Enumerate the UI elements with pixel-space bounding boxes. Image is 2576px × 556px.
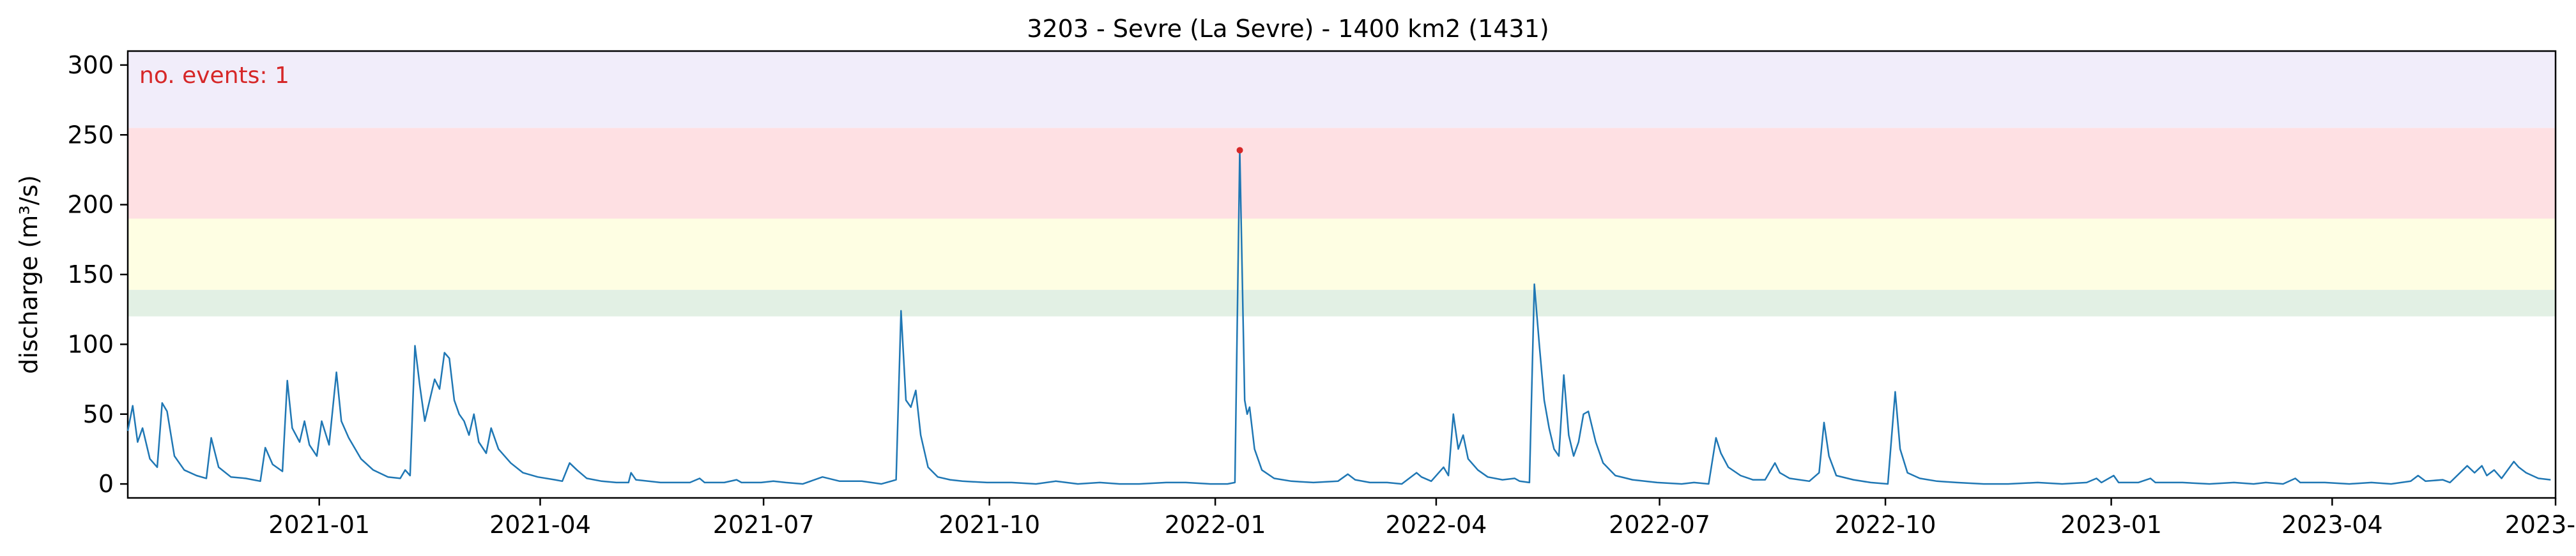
x-tick-label: 2023-01 — [2060, 511, 2162, 539]
events-annotation: no. events: 1 — [139, 63, 289, 89]
discharge-series-line — [126, 149, 2551, 485]
x-tick-label: 2022-04 — [1386, 511, 1487, 539]
y-axis: 0 50 100 150 200 250 300 — [67, 51, 128, 498]
x-tick-label: 2021-10 — [939, 511, 1040, 539]
x-tick-label: 2022-10 — [1835, 511, 1936, 539]
x-tick-label: 2022-07 — [1609, 511, 1710, 539]
x-tick-label: 2021-04 — [489, 511, 591, 539]
threshold-bands — [128, 51, 2556, 317]
event-markers — [1236, 147, 1243, 154]
y-tick-label: 300 — [67, 51, 114, 79]
chart-title: 3203 - Sevre (La Sevre) - 1400 km2 (1431… — [1027, 15, 1549, 43]
x-axis: 2021-01 2021-04 2021-07 2021-10 2022-01 2022-… — [268, 498, 2576, 539]
threshold-band — [128, 128, 2556, 219]
y-tick-label: 150 — [67, 260, 114, 289]
event-marker — [1236, 147, 1243, 154]
threshold-band — [128, 290, 2556, 317]
x-tick-label: 2022-01 — [1165, 511, 1266, 539]
y-axis-label: discharge (m³/s) — [15, 175, 43, 374]
x-tick-label: 2021-07 — [713, 511, 815, 539]
x-tick-label: 2021-01 — [268, 511, 370, 539]
threshold-band — [128, 51, 2556, 128]
y-tick-label: 100 — [67, 330, 114, 358]
y-tick-label: 250 — [67, 121, 114, 149]
x-tick-label: 2023-07 — [2505, 511, 2576, 539]
y-tick-label: 200 — [67, 191, 114, 219]
y-tick-label: 0 — [98, 470, 114, 498]
threshold-band — [128, 218, 2556, 290]
y-tick-label: 50 — [83, 400, 114, 428]
x-tick-label: 2023-04 — [2281, 511, 2383, 539]
